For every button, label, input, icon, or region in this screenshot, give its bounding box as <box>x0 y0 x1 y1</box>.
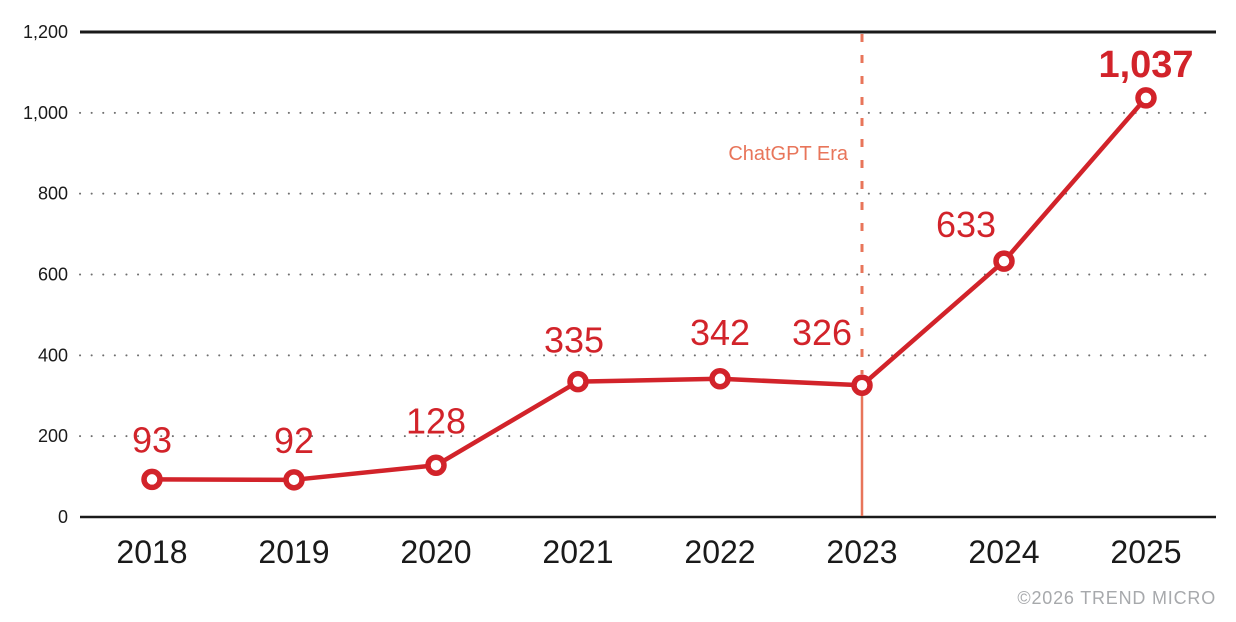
y-axis-tick-label: 800 <box>38 184 68 204</box>
data-point-marker <box>709 368 731 390</box>
y-axis-tick-label: 400 <box>38 345 68 365</box>
y-axis-tick-label: 1,200 <box>23 22 68 42</box>
x-axis-tick-label: 2024 <box>968 534 1039 570</box>
y-axis-tick-label: 200 <box>38 426 68 446</box>
x-axis-tick-label: 2018 <box>116 534 187 570</box>
data-point-marker <box>141 468 163 491</box>
data-point-label: 326 <box>792 312 852 353</box>
data-point-marker <box>283 469 305 491</box>
data-point-label: 335 <box>544 320 604 361</box>
data-point-marker <box>567 370 589 393</box>
data-point-label: 633 <box>936 204 996 245</box>
x-axis-tick-label: 2022 <box>684 534 755 570</box>
x-axis-tick-label: 2020 <box>400 534 471 570</box>
series-line <box>149 95 1149 483</box>
chatgpt-era-label: ChatGPT Era <box>728 143 849 165</box>
y-axis-tick-label: 1,000 <box>23 103 68 123</box>
x-axis-tick-label: 2025 <box>1110 534 1181 570</box>
data-point-marker <box>993 250 1015 272</box>
data-point-label: 1,037 <box>1098 44 1193 86</box>
data-point-label: 342 <box>690 312 750 353</box>
x-axis-tick-label: 2023 <box>826 534 897 570</box>
y-axis-tick-label: 0 <box>58 507 68 527</box>
data-point-label: 92 <box>274 420 314 461</box>
y-axis-tick-label: 600 <box>38 265 68 285</box>
data-point-marker <box>851 374 873 396</box>
data-point-label: 93 <box>132 419 172 460</box>
data-point-marker <box>1135 87 1157 109</box>
data-point-marker <box>425 454 447 477</box>
x-axis-tick-label: 2021 <box>542 534 613 570</box>
data-point-label: 128 <box>406 400 466 441</box>
copyright-text: ©2026 TREND MICRO <box>1017 588 1216 608</box>
x-axis-tick-label: 2019 <box>258 534 329 570</box>
